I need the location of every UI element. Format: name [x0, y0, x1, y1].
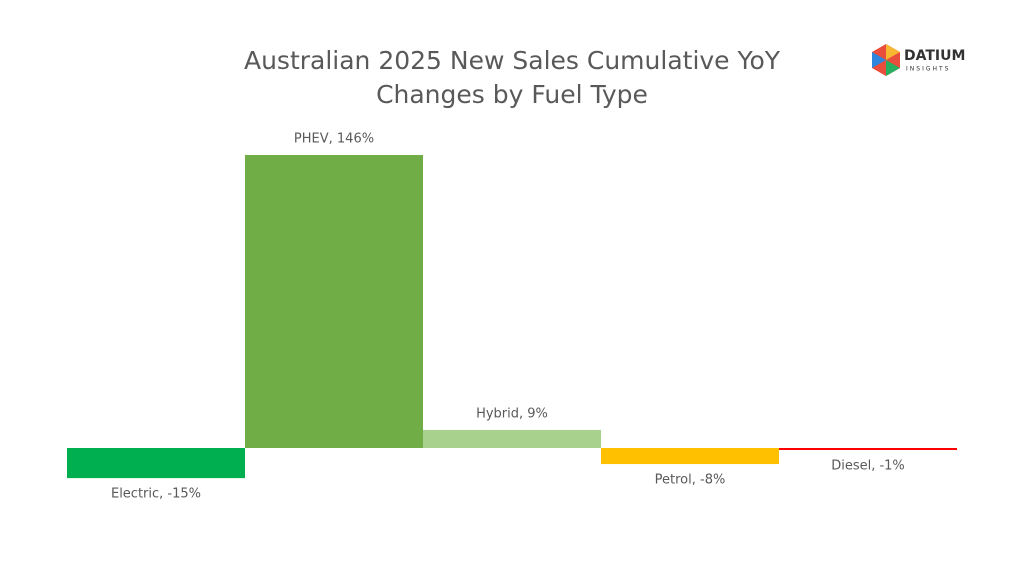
logo-tagline: INSIGHTS [906, 66, 950, 73]
logo-name: DATIUM [904, 48, 965, 64]
logo-icon [886, 60, 900, 76]
data-label: Petrol, -8% [655, 473, 726, 488]
chart-title: Australian 2025 New Sales Cumulative YoY [244, 46, 781, 75]
bar [423, 429, 601, 448]
bar [779, 448, 957, 451]
data-label: Diesel, -1% [831, 459, 905, 474]
bar [601, 448, 779, 465]
data-label: Hybrid, 9% [476, 406, 548, 421]
logo-icon [872, 52, 886, 68]
data-label: PHEV, 146% [294, 132, 374, 147]
chart-title: Changes by Fuel Type [376, 80, 648, 109]
logo: DATIUM INSIGHTS [872, 44, 965, 76]
bar [245, 155, 423, 448]
logo-icon [886, 44, 900, 60]
data-label: Electric, -15% [111, 487, 201, 502]
bar [67, 448, 245, 479]
